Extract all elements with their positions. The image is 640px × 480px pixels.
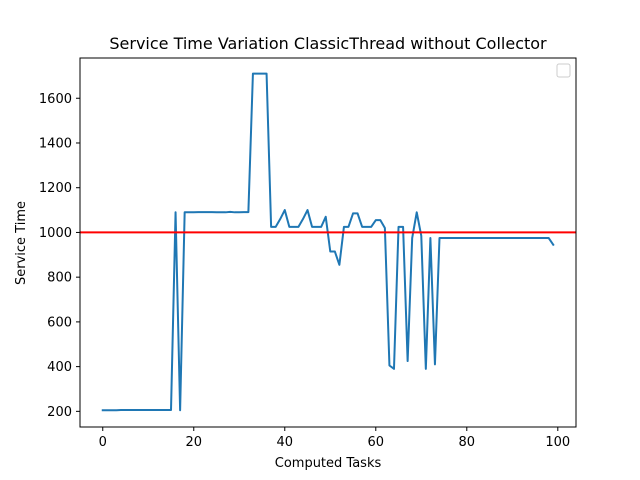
x-axis-label: Computed Tasks — [275, 456, 382, 471]
x-tick-label: 100 — [545, 435, 570, 450]
y-tick-label: 1600 — [39, 92, 72, 107]
x-tick-label: 0 — [99, 435, 107, 450]
y-tick-label: 800 — [47, 271, 72, 286]
y-tick-label: 1200 — [39, 181, 72, 196]
y-tick-label: 1400 — [39, 136, 72, 151]
y-tick-label: 600 — [47, 315, 72, 330]
chart-title: Service Time Variation ClassicThread wit… — [109, 34, 547, 53]
y-axis-label: Service Time — [14, 201, 29, 285]
plot-area — [80, 72, 576, 412]
y-tick-label: 400 — [47, 360, 72, 375]
x-tick-label: 40 — [276, 435, 293, 450]
axes: 0 20 40 60 80 100 200 400 600 800 1000 1200 1400 1600 — [39, 57, 577, 450]
x-tick-label: 80 — [459, 435, 476, 450]
series-line-0 — [101, 72, 555, 412]
y-tick-label: 200 — [47, 405, 72, 420]
legend-box — [556, 63, 571, 78]
x-tick-label: 20 — [185, 435, 202, 450]
plot-frame — [79, 57, 577, 428]
y-tick-label: 1000 — [39, 226, 72, 241]
x-tick-label: 60 — [368, 435, 385, 450]
